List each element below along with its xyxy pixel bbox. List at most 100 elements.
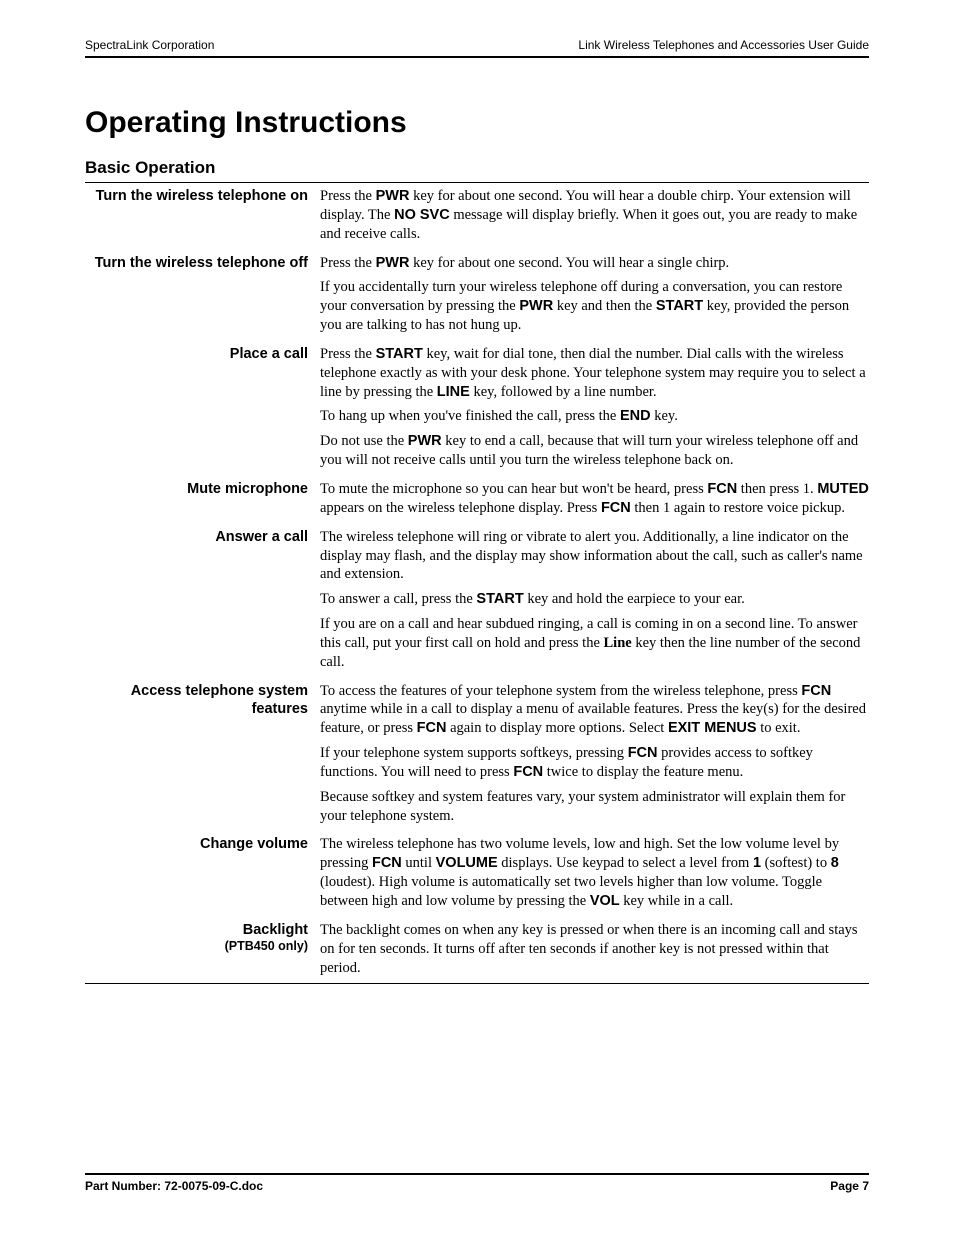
paragraph: The backlight comes on when any key is p… bbox=[320, 921, 869, 978]
page-footer: Part Number: 72-0075-09-C.doc Page 7 bbox=[85, 1173, 869, 1193]
text-run: To access the features of your telephone… bbox=[320, 683, 801, 699]
text-run: PWR bbox=[519, 298, 553, 314]
page-header: SpectraLink Corporation Link Wireless Te… bbox=[85, 38, 869, 58]
text-run: The wireless telephone will ring or vibr… bbox=[320, 529, 863, 583]
text-run: key while in a call. bbox=[620, 893, 734, 909]
footer-left: Part Number: 72-0075-09-C.doc bbox=[85, 1179, 263, 1193]
text-run: START bbox=[376, 346, 423, 362]
row-description: To mute the microphone so you can hear b… bbox=[320, 476, 869, 524]
paragraph: The wireless telephone will ring or vibr… bbox=[320, 528, 869, 585]
text-run: FCN bbox=[628, 745, 658, 761]
text-run: PWR bbox=[376, 188, 410, 204]
text-run: again to display more options. Select bbox=[446, 720, 668, 736]
paragraph: The wireless telephone has two volume le… bbox=[320, 835, 869, 910]
text-run: key for about one second. You will hear … bbox=[409, 255, 729, 271]
text-run: key, followed by a line number. bbox=[470, 384, 657, 400]
text-run: FCN bbox=[417, 720, 447, 736]
text-run: To answer a call, press the bbox=[320, 591, 476, 607]
row-label: Turn the wireless telephone off bbox=[85, 250, 320, 276]
text-run: Because softkey and system features vary… bbox=[320, 789, 845, 824]
text-run: FCN bbox=[601, 500, 631, 516]
table-row: Change volumeThe wireless telephone has … bbox=[85, 831, 869, 916]
text-run: FCN bbox=[801, 683, 831, 699]
text-run: (loudest). High volume is automatically … bbox=[320, 874, 822, 909]
text-run: NO SVC bbox=[394, 207, 450, 223]
table-row: Turn the wireless telephone onPress the … bbox=[85, 183, 869, 250]
text-run: 8 bbox=[831, 855, 839, 871]
row-label: Mute microphone bbox=[85, 476, 320, 502]
row-label: Place a call bbox=[85, 341, 320, 367]
text-run: PWR bbox=[408, 433, 442, 449]
paragraph: If you are on a call and hear subdued ri… bbox=[320, 615, 869, 672]
text-run: Press the bbox=[320, 255, 376, 271]
text-run: Do not use the bbox=[320, 433, 408, 449]
row-label: Access telephone system features bbox=[85, 678, 320, 722]
row-description: The wireless telephone has two volume le… bbox=[320, 831, 869, 916]
paragraph: Press the START key, wait for dial tone,… bbox=[320, 345, 869, 402]
text-run: then 1 again to restore voice pickup. bbox=[631, 500, 845, 516]
text-run: then press 1. bbox=[737, 481, 817, 497]
paragraph: To mute the microphone so you can hear b… bbox=[320, 480, 869, 518]
text-run: START bbox=[656, 298, 703, 314]
row-label: Change volume bbox=[85, 831, 320, 857]
text-run: Line bbox=[604, 635, 632, 651]
header-left: SpectraLink Corporation bbox=[85, 38, 214, 52]
row-label: Answer a call bbox=[85, 524, 320, 550]
table-row: Mute microphoneTo mute the microphone so… bbox=[85, 476, 869, 524]
text-run: key. bbox=[651, 408, 678, 424]
paragraph: If your telephone system supports softke… bbox=[320, 744, 869, 782]
row-description: To access the features of your telephone… bbox=[320, 678, 869, 832]
sub-heading: Basic Operation bbox=[85, 158, 869, 178]
paragraph: To answer a call, press the START key an… bbox=[320, 590, 869, 609]
text-run: EXIT MENUS bbox=[668, 720, 757, 736]
text-run: VOL bbox=[590, 893, 620, 909]
text-run: PWR bbox=[376, 255, 410, 271]
paragraph: To access the features of your telephone… bbox=[320, 682, 869, 739]
paragraph: To hang up when you've finished the call… bbox=[320, 407, 869, 426]
row-description: Press the START key, wait for dial tone,… bbox=[320, 341, 869, 476]
operations-table: Turn the wireless telephone onPress the … bbox=[85, 182, 869, 984]
text-run: To hang up when you've finished the call… bbox=[320, 408, 620, 424]
text-run: To mute the microphone so you can hear b… bbox=[320, 481, 707, 497]
row-description: The wireless telephone will ring or vibr… bbox=[320, 524, 869, 678]
page: SpectraLink Corporation Link Wireless Te… bbox=[0, 0, 954, 1235]
text-run: (softest) to bbox=[761, 855, 831, 871]
text-run: VOLUME bbox=[436, 855, 498, 871]
table-row: Place a callPress the START key, wait fo… bbox=[85, 341, 869, 476]
row-label: Turn the wireless telephone on bbox=[85, 183, 320, 209]
text-run: to exit. bbox=[757, 720, 801, 736]
text-run: The backlight comes on when any key is p… bbox=[320, 922, 858, 976]
paragraph: If you accidentally turn your wireless t… bbox=[320, 278, 869, 335]
text-run: If your telephone system supports softke… bbox=[320, 745, 628, 761]
paragraph: Press the PWR key for about one second. … bbox=[320, 187, 869, 244]
text-run: twice to display the feature menu. bbox=[543, 764, 743, 780]
text-run: displays. Use keypad to select a level f… bbox=[498, 855, 753, 871]
row-sublabel: (PTB450 only) bbox=[85, 939, 308, 955]
table-row: Backlight(PTB450 only)The backlight come… bbox=[85, 917, 869, 984]
row-description: Press the PWR key for about one second. … bbox=[320, 250, 869, 341]
text-run: key and hold the earpiece to your ear. bbox=[524, 591, 745, 607]
main-heading: Operating Instructions bbox=[85, 106, 869, 140]
footer-right: Page 7 bbox=[830, 1179, 869, 1193]
table-row: Answer a callThe wireless telephone will… bbox=[85, 524, 869, 678]
text-run: appears on the wireless telephone displa… bbox=[320, 500, 601, 516]
text-run: key and then the bbox=[553, 298, 656, 314]
text-run: LINE bbox=[437, 384, 470, 400]
row-label: Backlight(PTB450 only) bbox=[85, 917, 320, 959]
table-row: Turn the wireless telephone offPress the… bbox=[85, 250, 869, 341]
row-description: The backlight comes on when any key is p… bbox=[320, 917, 869, 984]
text-run: FCN bbox=[372, 855, 402, 871]
text-run: until bbox=[402, 855, 436, 871]
header-right: Link Wireless Telephones and Accessories… bbox=[578, 38, 869, 52]
paragraph: Press the PWR key for about one second. … bbox=[320, 254, 869, 273]
text-run: FCN bbox=[707, 481, 737, 497]
paragraph: Because softkey and system features vary… bbox=[320, 788, 869, 826]
text-run: START bbox=[476, 591, 523, 607]
text-run: FCN bbox=[513, 764, 543, 780]
text-run: 1 bbox=[753, 855, 761, 871]
text-run: Press the bbox=[320, 346, 376, 362]
text-run: MUTED bbox=[817, 481, 869, 497]
paragraph: Do not use the PWR key to end a call, be… bbox=[320, 432, 869, 470]
text-run: END bbox=[620, 408, 651, 424]
table-row: Access telephone system featuresTo acces… bbox=[85, 678, 869, 832]
